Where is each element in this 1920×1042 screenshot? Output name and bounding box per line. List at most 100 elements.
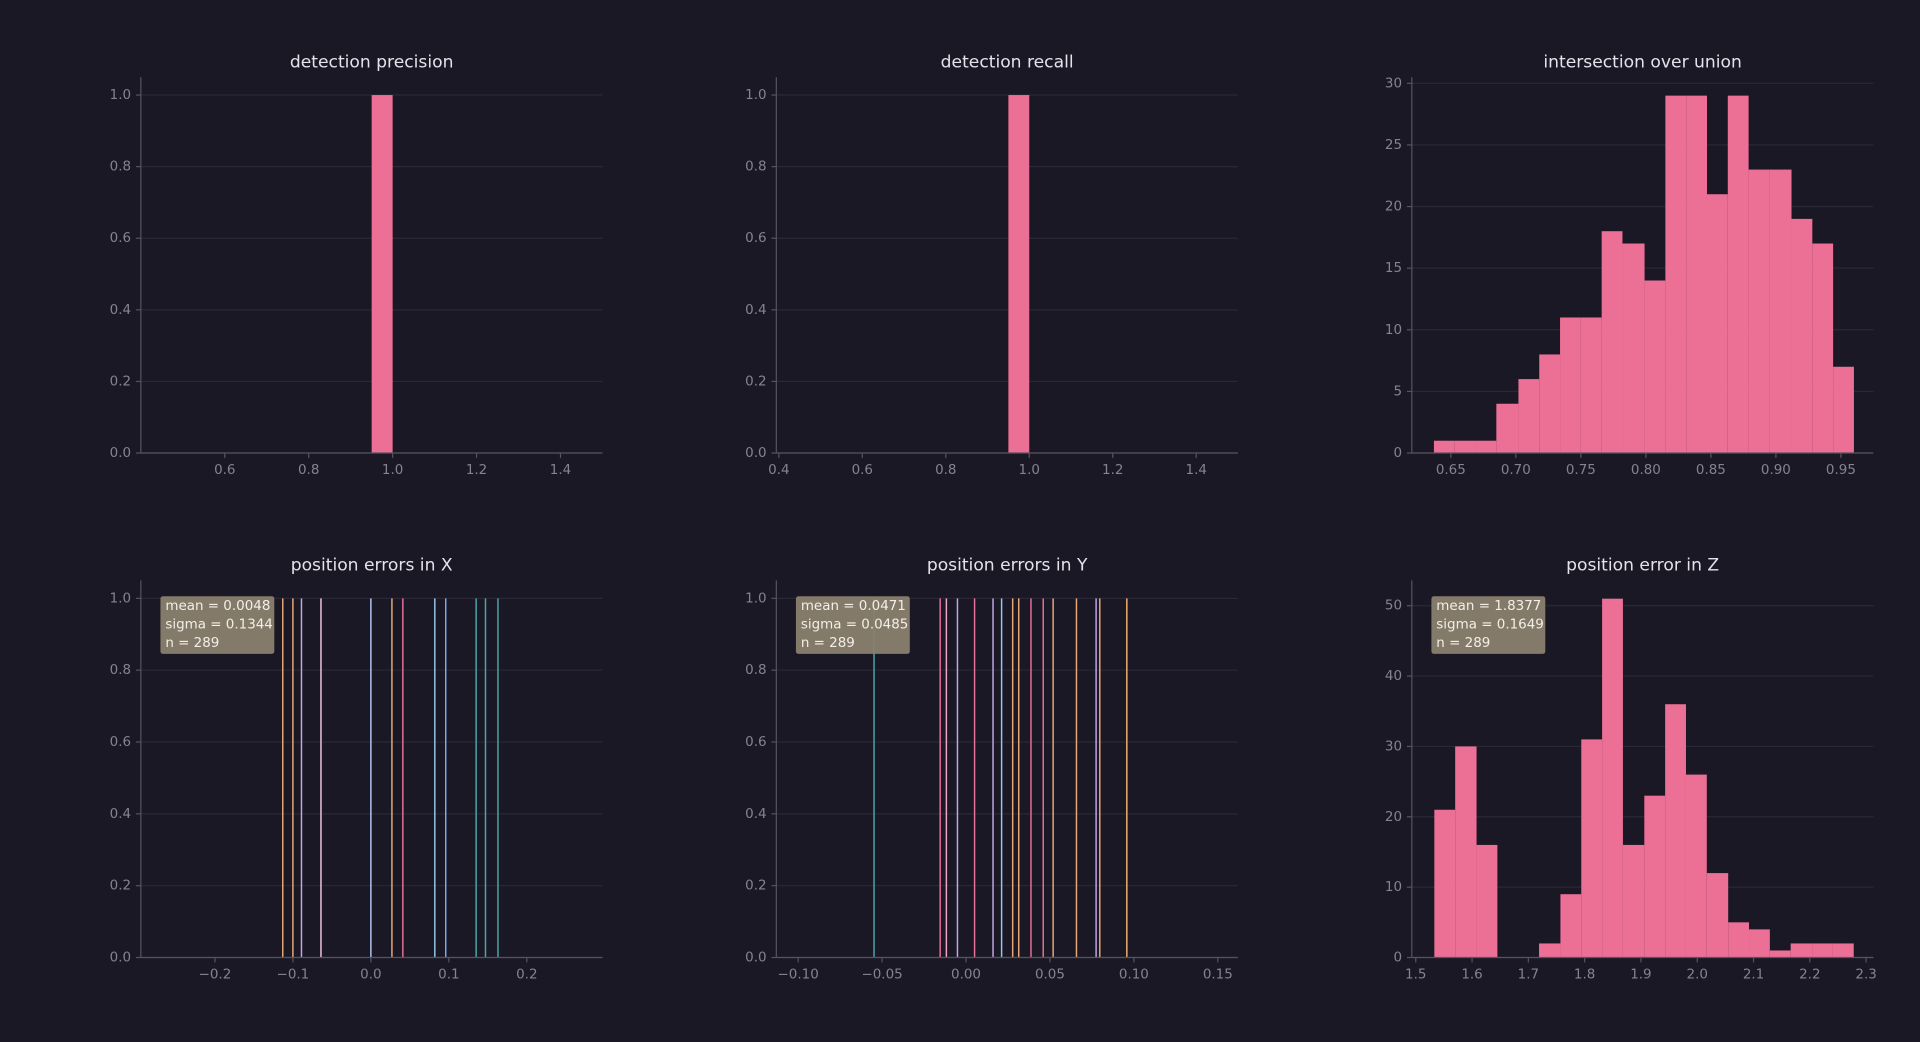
x-tick-label: 0.85 — [1696, 463, 1726, 478]
x-tick-label: 1.0 — [1019, 463, 1040, 478]
y-tick-label: 0.2 — [745, 879, 766, 894]
histogram-bar — [1475, 440, 1497, 454]
chart-title: detection precision — [290, 52, 454, 72]
y-tick-label: 0 — [1393, 446, 1402, 461]
y-tick-label: 1.0 — [745, 88, 766, 103]
y-tick-label: 0.4 — [110, 303, 131, 318]
x-tick-label: −0.10 — [778, 968, 819, 983]
x-tick-label: 1.6 — [1461, 968, 1482, 983]
y-tick-label: 0.6 — [110, 735, 131, 750]
histogram-bar — [1496, 403, 1519, 454]
x-tick-label: 0.90 — [1761, 463, 1791, 478]
chart-panel: 0 10 20 30 40 50 1.5 1.6 1.7 1.8 1.9 2.0 2.1 2.2 2.3 po… — [1385, 556, 1877, 983]
histogram-bar — [1560, 317, 1581, 454]
y-tick-label: 0.8 — [110, 663, 131, 678]
y-tick-label: 25 — [1385, 138, 1402, 153]
x-tick-label: 0.65 — [1436, 463, 1466, 478]
stats-text: n = 289 — [801, 636, 855, 651]
y-tick-label: 5 — [1393, 384, 1402, 399]
stats-box — [160, 596, 275, 654]
y-tick-label: 0.0 — [110, 951, 131, 966]
x-tick-label: 1.9 — [1630, 968, 1651, 983]
chart-title: position errors in X — [291, 556, 453, 576]
x-tick-label: 1.5 — [1405, 968, 1426, 983]
histogram-bar — [1476, 844, 1498, 958]
histogram-bar — [1832, 943, 1854, 958]
x-tick-label: 0.1 — [438, 968, 459, 983]
histogram-bar — [1728, 922, 1750, 958]
x-tick-label: 1.0 — [382, 463, 403, 478]
stats-text: sigma = 0.0485 — [801, 617, 909, 632]
y-tick-label: 40 — [1385, 669, 1402, 684]
x-tick-label: 2.2 — [1799, 968, 1820, 983]
x-tick-label: 0.00 — [951, 968, 981, 983]
x-tick-label: 2.1 — [1743, 968, 1764, 983]
chart-panel: 0.0 0.2 0.4 0.6 0.8 1.0 −0.10 −0.05 0.00 0.05 0.10… — [745, 556, 1238, 983]
y-tick-label: 10 — [1385, 323, 1402, 338]
y-tick-label: 0.0 — [745, 446, 766, 461]
chart-panel: 0.0 0.2 0.4 0.6 0.8 1.0 0.6 0.8 1.0 1.2 1.4 detecti… — [110, 52, 603, 478]
x-tick-label: 1.4 — [550, 463, 571, 478]
x-tick-label: 0.95 — [1826, 463, 1856, 478]
y-tick-label: 0.6 — [745, 735, 766, 750]
y-tick-label: 0.6 — [110, 231, 131, 246]
stats-text: mean = 1.8377 — [1436, 599, 1541, 614]
histogram-bar — [1685, 774, 1707, 958]
histogram-bar — [1665, 704, 1686, 958]
x-tick-label: 0.8 — [935, 463, 956, 478]
stats-text: sigma = 0.1649 — [1436, 617, 1544, 632]
x-tick-label: 0.2 — [516, 968, 537, 983]
histogram-bar — [1727, 95, 1749, 454]
x-tick-label: 1.4 — [1186, 463, 1207, 478]
histogram-bar — [1644, 795, 1666, 958]
y-tick-label: 0.0 — [745, 951, 766, 966]
chart-panel: 0.0 0.2 0.4 0.6 0.8 1.0 −0.2 −0.1 0.0 0.1 0.2 posit… — [110, 556, 603, 983]
stats-text: sigma = 0.1344 — [165, 617, 273, 632]
chart-panel: 0 5 10 15 20 25 30 0.65 0.70 0.75 0.80 0.85 0.90 0.95… — [1385, 52, 1874, 478]
histogram-bar — [371, 95, 393, 454]
histogram-bar — [1686, 95, 1707, 454]
y-tick-label: 0.4 — [745, 807, 766, 822]
histogram-bar — [1560, 894, 1582, 958]
histogram-bar — [1622, 844, 1645, 958]
x-tick-label: 0.4 — [768, 463, 789, 478]
histogram-bar — [1454, 440, 1476, 454]
x-tick-label: 0.15 — [1203, 968, 1233, 983]
stats-text: mean = 0.0471 — [801, 599, 906, 614]
histogram-bar — [1601, 231, 1623, 454]
histogram-bar — [1581, 739, 1603, 958]
histogram-bar — [1769, 950, 1791, 958]
y-tick-label: 1.0 — [745, 591, 766, 606]
histogram-bar — [1433, 440, 1455, 454]
y-tick-label: 0.2 — [110, 879, 131, 894]
y-tick-label: 50 — [1385, 599, 1402, 614]
y-tick-label: 0 — [1393, 951, 1402, 966]
histogram-bar — [1434, 809, 1456, 958]
chart-title: position error in Z — [1566, 556, 1719, 576]
histogram-bar — [1812, 943, 1833, 958]
histogram-bar — [1580, 317, 1602, 454]
histogram-bar — [1008, 95, 1030, 454]
y-tick-label: 30 — [1385, 739, 1402, 754]
x-tick-label: 0.70 — [1501, 463, 1531, 478]
y-tick-label: 0.4 — [110, 807, 131, 822]
x-tick-label: −0.1 — [277, 968, 310, 983]
histogram-bar — [1455, 746, 1477, 958]
x-tick-label: 0.80 — [1631, 463, 1661, 478]
x-tick-label: 0.10 — [1119, 968, 1149, 983]
histogram-bar — [1769, 169, 1792, 454]
y-tick-label: 30 — [1385, 76, 1402, 91]
y-tick-label: 20 — [1385, 810, 1402, 825]
y-tick-label: 0.8 — [110, 160, 131, 175]
x-tick-label: 2.3 — [1855, 968, 1876, 983]
histogram-bar — [1748, 169, 1770, 454]
y-tick-label: 20 — [1385, 200, 1402, 215]
x-tick-label: 0.75 — [1566, 463, 1596, 478]
x-tick-label: 0.6 — [852, 463, 873, 478]
stats-text: mean = 0.0048 — [165, 599, 270, 614]
histogram-bar — [1749, 929, 1770, 958]
stats-text: n = 289 — [1436, 636, 1490, 651]
y-tick-label: 0.8 — [745, 160, 766, 175]
